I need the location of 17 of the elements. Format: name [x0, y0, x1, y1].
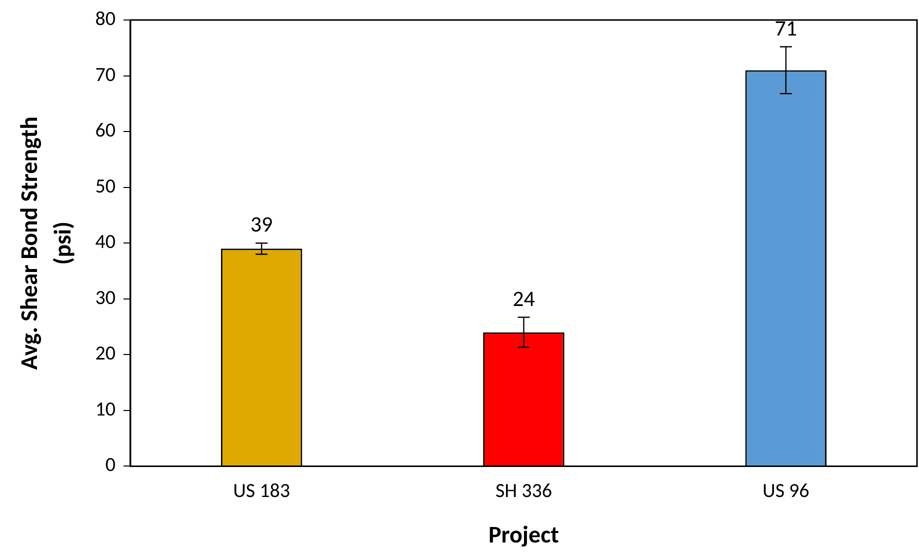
y-tick-label: 30 [95, 286, 116, 310]
y-tick-label: 80 [95, 7, 116, 31]
y-tick-label: 70 [95, 62, 116, 87]
y-tick-label: 60 [95, 118, 116, 143]
x-axis-title: Project [488, 520, 559, 550]
y-axis-title: Avg. Shear Bond Strength (psi) [14, 116, 78, 370]
data-label: 24 [512, 284, 535, 312]
x-tick-label: US 183 [233, 479, 290, 504]
y-tick-label: 50 [95, 174, 116, 198]
x-tick-label: US 96 [762, 479, 810, 504]
x-tick-label: SH 336 [495, 479, 552, 504]
y-tick-label: 20 [95, 342, 116, 366]
data-label: 39 [250, 210, 273, 238]
data-label: 71 [774, 14, 798, 42]
y-tick-label: 10 [95, 397, 116, 422]
y-tick-label: 40 [95, 230, 116, 254]
y-tick-label: 0 [105, 453, 116, 478]
